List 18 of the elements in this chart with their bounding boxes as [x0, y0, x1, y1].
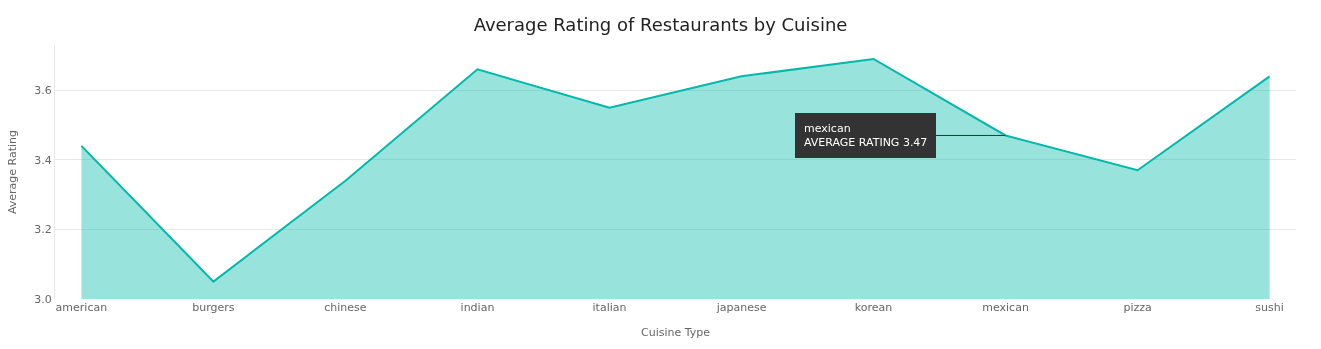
- x-tick-label: mexican: [982, 301, 1029, 314]
- x-tick-label: indian: [460, 301, 495, 314]
- x-tick-label: sushi: [1255, 301, 1284, 314]
- x-tick-label: chinese: [324, 301, 367, 314]
- x-tick-label: pizza: [1123, 301, 1152, 314]
- y-tick-label: 3.2: [34, 223, 52, 237]
- x-axis-title: Cuisine Type: [641, 326, 711, 340]
- x-tick-label: italian: [592, 301, 627, 314]
- y-tick-label: 3.6: [34, 84, 52, 98]
- x-tick-label: japanese: [715, 301, 767, 314]
- x-tick-label: burgers: [192, 301, 235, 314]
- y-axis-title: Average Rating: [5, 129, 19, 215]
- x-tick-label: korean: [854, 301, 893, 314]
- x-tick-label: american: [55, 301, 108, 314]
- y-tick-label: 3.0: [34, 292, 52, 306]
- annotation: mexican AVERAGE RATING 3.47: [804, 122, 928, 150]
- y-tick-label: 3.4: [34, 153, 52, 167]
- chart-title: Average Rating of Restaurants by Cuisine: [473, 13, 848, 35]
